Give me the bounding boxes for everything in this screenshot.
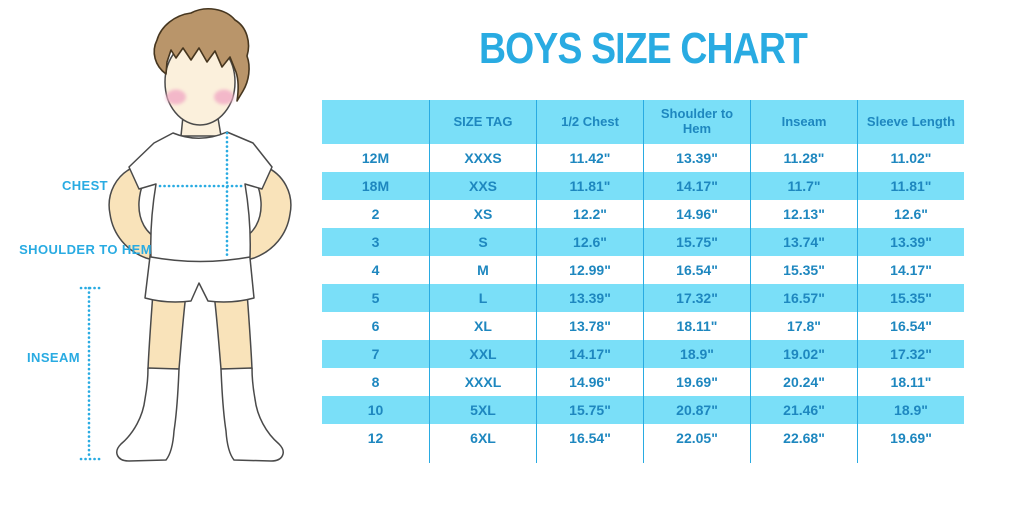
- table-cell: S: [429, 228, 536, 256]
- table-cell: XXXS: [429, 144, 536, 172]
- table-cell: 12M: [361, 150, 390, 166]
- table-cell: 11.42": [536, 144, 643, 172]
- column-header: SIZE TAG: [429, 100, 536, 144]
- table-cell: 19.02": [750, 340, 857, 368]
- leg-right: [213, 291, 253, 370]
- table-cell: 15.35": [857, 284, 964, 312]
- table-cell: 12.2": [536, 200, 643, 228]
- column-header: Sleeve Length: [857, 100, 964, 144]
- table-cell: 11.81": [536, 172, 643, 200]
- table-cell: 12.6": [857, 200, 964, 228]
- table-cell: 13.74": [750, 228, 857, 256]
- table-cell: XXXL: [429, 368, 536, 396]
- table-cell: 12.99": [536, 256, 643, 284]
- table-cell: 5: [322, 284, 429, 312]
- table-cell: 11.02": [857, 144, 964, 172]
- divider-extension: [429, 452, 536, 463]
- table-cell: 13.39": [536, 284, 643, 312]
- column-header: Shoulder to Hem: [643, 100, 750, 144]
- table-cell: 7: [322, 340, 429, 368]
- table-cell: 18.11": [857, 368, 964, 396]
- divider-extension: [536, 452, 643, 463]
- table-cell: 15.75": [536, 396, 643, 424]
- table-cell: 4: [371, 262, 380, 278]
- table-cell: 13.39": [857, 228, 964, 256]
- table-cell: 16.54": [643, 256, 750, 284]
- shorts: [144, 247, 255, 303]
- table-cell: 22.68": [750, 424, 857, 452]
- table-cell: 16.54": [857, 312, 964, 340]
- boy-illustration: [79, 8, 292, 462]
- column-header: 1/2 Chest: [536, 100, 643, 144]
- cheek-right: [214, 89, 234, 105]
- column-header: Inseam: [750, 100, 857, 144]
- measurement-figure: CHEST SHOULDER TO HEM INSEAM: [0, 0, 320, 512]
- table-cell: 17.32": [857, 340, 964, 368]
- divider-extension: [857, 452, 964, 463]
- table-cell: 16.54": [536, 424, 643, 452]
- divider-extension: [750, 452, 857, 463]
- title-area: BOYS SIZE CHART: [322, 24, 964, 74]
- divider-extension: [643, 452, 750, 463]
- sock-left: [116, 367, 180, 462]
- table-cell: 18M: [322, 172, 429, 200]
- table-cell: 12: [367, 430, 384, 446]
- divider-extension: [322, 452, 429, 463]
- table-cell: 12.13": [750, 200, 857, 228]
- table-cell: 14.96": [643, 200, 750, 228]
- table-cell: M: [429, 256, 536, 284]
- table-cell: 6: [371, 318, 380, 334]
- column-header-empty: [322, 100, 429, 144]
- table-cell: 18.11": [643, 312, 750, 340]
- table-cell: 16.57": [750, 284, 857, 312]
- measurement-guides: [79, 131, 246, 461]
- table-cell: 18.9": [857, 396, 964, 424]
- inseam-label: INSEAM: [27, 350, 80, 365]
- table-cell: 14.96": [536, 368, 643, 396]
- table-cell: 5XL: [429, 396, 536, 424]
- chest-label: CHEST: [61, 178, 108, 193]
- table-cell: 18.9": [643, 340, 750, 368]
- sock-right: [220, 367, 284, 462]
- table-cell: 13.78": [536, 312, 643, 340]
- table-cell: 17.8": [750, 312, 857, 340]
- table-cell: 20.24": [750, 368, 857, 396]
- table-cell: XL: [429, 312, 536, 340]
- table-cell: 3: [322, 228, 429, 256]
- table-cell: 20.87": [643, 396, 750, 424]
- size-table: SIZE TAG 1/2 Chest Shoulder to Hem Inseam Sl…: [322, 100, 964, 463]
- table-cell: XXL: [429, 340, 536, 368]
- table-cell: 11.81": [857, 172, 964, 200]
- table-cell: 21.46": [750, 396, 857, 424]
- table-cell: 14.17": [643, 172, 750, 200]
- table-cell: 22.05": [643, 424, 750, 452]
- table-cell: XS: [429, 200, 536, 228]
- shoulder-to-hem-label: SHOULDER TO HEM: [19, 242, 152, 257]
- table-cell: 11.7": [750, 172, 857, 200]
- table-cell: 14.17": [536, 340, 643, 368]
- hair: [153, 8, 250, 102]
- table-cell: 14.17": [857, 256, 964, 284]
- table-cell: 19.69": [857, 424, 964, 452]
- leg-left: [147, 291, 187, 370]
- table-cell: 17.32": [643, 284, 750, 312]
- table-cell: 2: [371, 206, 380, 222]
- table-cell: 8: [371, 374, 380, 390]
- table-cell: 12.6": [536, 228, 643, 256]
- table-cell: 19.69": [643, 368, 750, 396]
- table-cell: XXS: [429, 172, 536, 200]
- table-cell: 6XL: [429, 424, 536, 452]
- table-cell: 15.75": [643, 228, 750, 256]
- table-cell: 10: [322, 396, 429, 424]
- table-cell: 11.28": [750, 144, 857, 172]
- table-cell: 15.35": [750, 256, 857, 284]
- table-cell: L: [429, 284, 536, 312]
- page-title: BOYS SIZE CHART: [478, 24, 808, 73]
- cheek-left: [166, 89, 186, 105]
- table-cell: 13.39": [643, 144, 750, 172]
